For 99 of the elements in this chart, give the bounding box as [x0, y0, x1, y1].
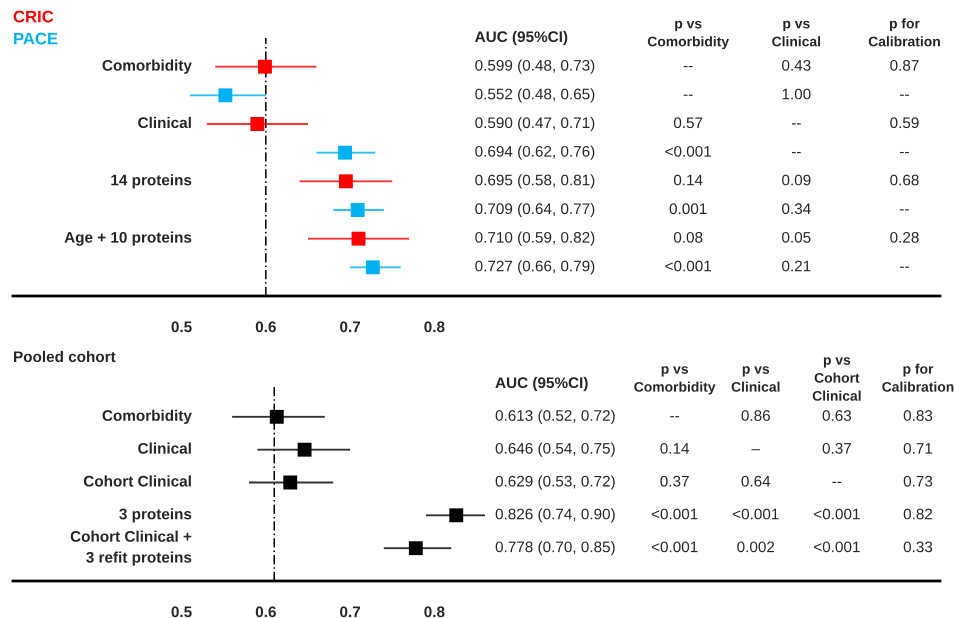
x-tick-label: 0.8	[424, 321, 445, 332]
annotation: 0.86	[741, 410, 770, 421]
y-tick-label: Age + 10 proteins	[64, 232, 192, 246]
y-tick-label: Clinical	[138, 442, 191, 454]
annotation: 0.33	[904, 541, 932, 552]
y-tick-label: Comorbidity	[102, 60, 192, 74]
y-tick-label: Clinical	[138, 116, 191, 128]
x-tick-label: 0.7	[340, 606, 360, 618]
annotation: --	[900, 94, 909, 96]
annotation: --	[832, 482, 842, 483]
annotation: 0.826 (0.74, 0.90)	[496, 508, 615, 522]
annotation: 0.63	[822, 410, 852, 421]
annotation: --	[792, 152, 801, 154]
point	[250, 117, 264, 131]
annotation: 0.37	[660, 476, 689, 487]
annotation: <0.001	[732, 508, 779, 520]
annotation: 0.710 (0.59, 0.82)	[475, 232, 594, 246]
point	[338, 146, 352, 160]
annotation: 0.629 (0.53, 0.72)	[496, 475, 615, 490]
annotation: 0.71	[904, 442, 932, 454]
annotation: 0.64	[741, 476, 770, 487]
point	[338, 174, 353, 188]
point	[408, 541, 423, 556]
text: PACE	[14, 32, 58, 44]
annotation: –	[752, 449, 760, 450]
y-tick-label: 3 proteins	[119, 508, 192, 522]
y-tick-label: 14 proteins	[111, 174, 192, 188]
annotation: 0.727 (0.66, 0.79)	[475, 260, 594, 274]
annotation: 0.552 (0.48, 0.65)	[475, 88, 594, 102]
chart-title: Pooled cohort	[14, 350, 116, 362]
annotation: 0.57	[674, 117, 702, 128]
annotation: --	[900, 152, 909, 154]
annotation: 0.82	[904, 508, 932, 520]
annotation: 0.34	[782, 203, 811, 214]
annotation: AUC (95%CI)	[475, 30, 568, 46]
point	[283, 476, 298, 490]
point	[258, 60, 272, 74]
annotation: p vs Comorbidity	[648, 20, 729, 50]
text: CRIC	[14, 10, 54, 22]
point	[270, 410, 284, 424]
annotation: --	[670, 416, 680, 418]
annotation: 0.590 (0.47, 0.71)	[475, 116, 594, 132]
annotation: 0.28	[890, 232, 919, 243]
annotation: <0.001	[814, 508, 860, 520]
annotation: 0.002	[737, 541, 774, 552]
annotation: --	[684, 94, 693, 96]
annotation: p for Calibration	[868, 18, 940, 46]
y-tick-label: Cohort Clinical	[84, 475, 191, 487]
point	[352, 232, 366, 246]
annotation: 0.709 (0.64, 0.77)	[475, 202, 594, 218]
annotation: --	[900, 209, 909, 210]
annotation: <0.001	[652, 541, 698, 552]
annotation: 0.14	[674, 174, 703, 186]
annotation: <0.001	[665, 146, 711, 157]
x-tick-label: 0.6	[256, 606, 276, 618]
x-tick-label: 0.6	[256, 321, 276, 332]
annotation: 0.001	[670, 203, 707, 214]
annotation: --	[900, 266, 909, 268]
annotation: 0.21	[782, 260, 810, 272]
annotation: 0.43	[782, 60, 811, 71]
point	[449, 508, 464, 522]
point	[298, 442, 312, 457]
x-tick-label: 0.8	[424, 606, 445, 618]
annotation: <0.001	[652, 508, 698, 520]
annotation: 0.87	[890, 60, 919, 71]
x-tick-label: 0.5	[172, 321, 192, 332]
x-tick-label: 0.7	[340, 321, 360, 332]
annotation: <0.001	[814, 541, 860, 552]
annotation: 1.00	[782, 88, 811, 100]
annotation: p vs Clinical	[772, 20, 820, 46]
point	[366, 260, 380, 274]
y-tick-label: Comorbidity	[102, 410, 192, 424]
x-tick-label: 0.5	[172, 606, 192, 618]
annotation: p vs Comorbidity	[634, 366, 716, 395]
annotation: 0.59	[890, 117, 919, 128]
annotation: 0.73	[904, 476, 932, 487]
annotation: --	[792, 123, 801, 124]
annotation: 0.646 (0.54, 0.75)	[496, 442, 615, 457]
annotation: 0.778 (0.70, 0.85)	[496, 541, 615, 556]
y-tick-label: Cohort Clinical + 3 refit proteins	[70, 530, 192, 566]
annotation: p vs Clinical	[732, 366, 780, 392]
annotation: --	[684, 66, 693, 68]
annotation: 0.613 (0.52, 0.72)	[496, 410, 615, 424]
annotation: 0.37	[822, 442, 851, 454]
point	[350, 203, 365, 217]
annotation: 0.09	[782, 174, 810, 186]
annotation: p vs Cohort Clinical	[812, 357, 861, 401]
annotation: 0.14	[660, 442, 690, 454]
annotation: 0.05	[782, 232, 811, 243]
annotation: 0.694 (0.62, 0.76)	[475, 146, 594, 160]
point	[218, 88, 232, 102]
annotation: 0.599 (0.48, 0.73)	[475, 60, 594, 74]
annotation: AUC (95%CI)	[495, 376, 588, 392]
annotation: <0.001	[665, 260, 711, 272]
annotation: p for Calibration	[882, 364, 954, 392]
annotation: 0.83	[904, 410, 932, 421]
annotation: 0.695 (0.58, 0.81)	[475, 174, 594, 188]
annotation: 0.68	[890, 174, 919, 186]
annotation: 0.08	[674, 232, 702, 243]
